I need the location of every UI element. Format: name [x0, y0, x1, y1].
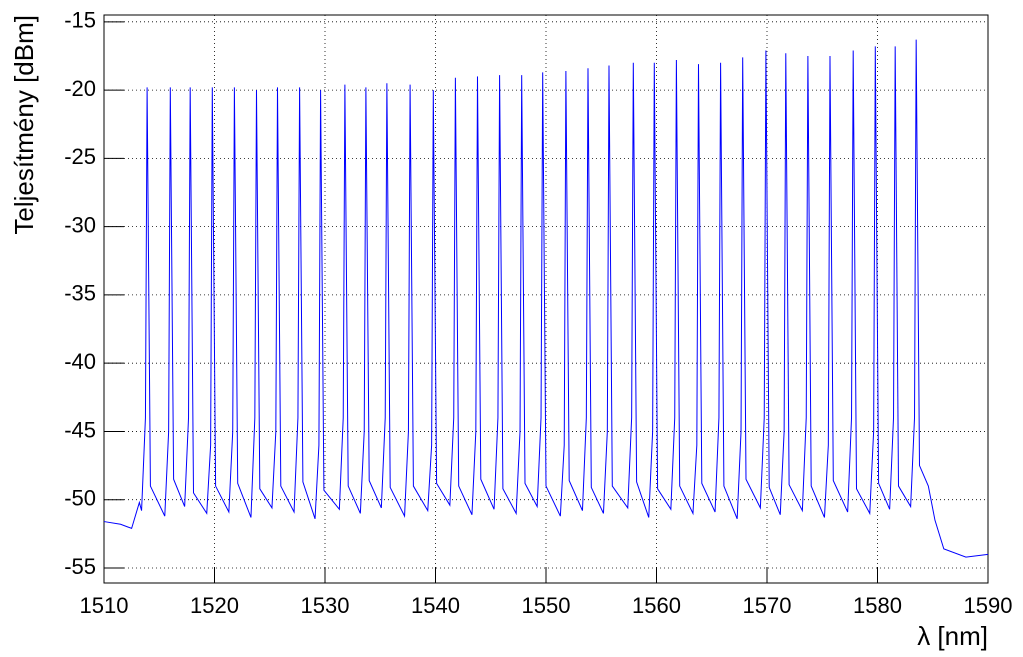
x-tick-label: 1570	[743, 593, 792, 618]
x-tick-label: 1580	[853, 593, 902, 618]
y-tick-label: -35	[64, 281, 96, 306]
y-tick-label: -55	[64, 554, 96, 579]
x-tick-label: 1540	[411, 593, 460, 618]
x-tick-label: 1560	[632, 593, 681, 618]
x-axis-title: λ [nm]	[917, 621, 988, 651]
y-tick-label: -50	[64, 486, 96, 511]
x-tick-label: 1590	[964, 593, 1013, 618]
x-tick-label: 1520	[190, 593, 239, 618]
y-tick-label: -45	[64, 417, 96, 442]
y-axis-title: Teljesítmény [dBm]	[9, 15, 39, 235]
x-tick-label: 1530	[301, 593, 350, 618]
y-tick-label: -40	[64, 349, 96, 374]
y-tick-label: -20	[64, 76, 96, 101]
y-tick-label: -30	[64, 212, 96, 237]
spectrum-line	[103, 39, 989, 558]
y-tick-label: -25	[64, 144, 96, 169]
y-tick-label: -15	[64, 8, 96, 33]
x-tick-label: 1510	[80, 593, 129, 618]
x-tick-label: 1550	[522, 593, 571, 618]
